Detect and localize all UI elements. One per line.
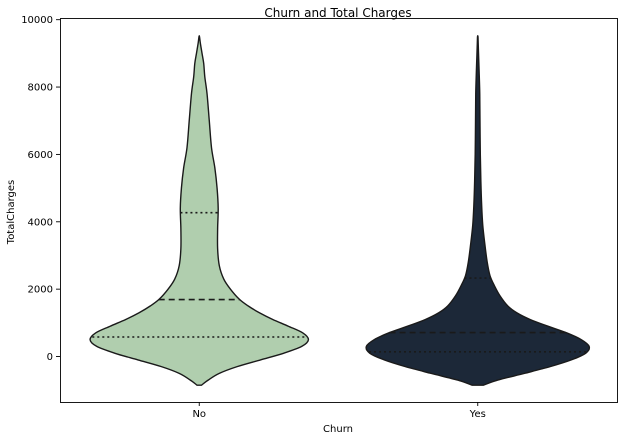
y-tick-label: 6000 [28,150,53,161]
y-tick-label: 8000 [28,83,53,94]
x-tick-label: No [192,409,206,420]
x-axis-label: Churn [323,424,353,435]
violin-yes [365,34,591,386]
y-tick-label: 4000 [28,217,53,228]
x-tick-label: Yes [469,409,486,420]
y-tick-label: 10000 [21,15,53,26]
violin-body-no [89,34,310,386]
axes: 0 2000 4000 6000 8000 10000 No Yes [21,15,486,420]
y-tick-label: 2000 [28,285,53,296]
plot-area [89,34,591,386]
y-tick-label: 0 [47,352,53,363]
violin-no [89,34,310,386]
violin-body-yes [365,34,591,386]
chart-title: Churn and Total Charges [264,6,411,20]
axes-frame [60,18,618,403]
y-axis-label: TotalCharges [6,180,17,245]
